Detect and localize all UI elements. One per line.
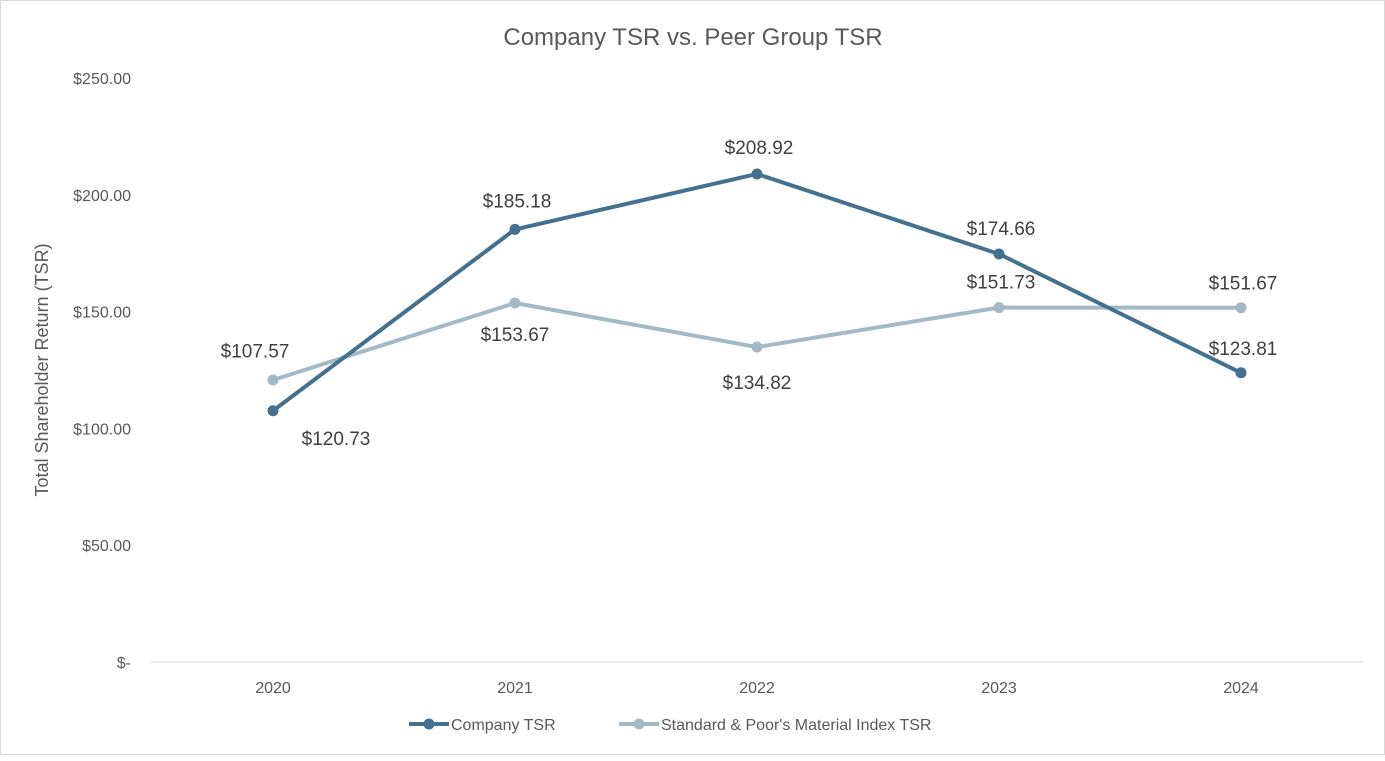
data-point (1235, 302, 1247, 314)
data-point (509, 297, 521, 309)
data-label: $153.67 (481, 325, 550, 346)
data-label: $174.66 (967, 219, 1036, 240)
data-label: $151.73 (967, 273, 1036, 294)
y-tick-label: $50.00 (82, 538, 131, 555)
y-tick-label: $100.00 (73, 421, 131, 438)
y-tick-label: $150.00 (73, 305, 131, 322)
data-label: $123.81 (1209, 339, 1278, 360)
series-line-1 (272, 301, 1242, 382)
legend-marker-icon (423, 718, 435, 730)
data-label: $120.73 (302, 429, 371, 450)
data-point (1235, 367, 1247, 379)
data-point (751, 168, 763, 180)
data-label: $208.92 (725, 138, 794, 159)
x-tick-label: 2024 (1223, 680, 1259, 697)
data-label: $151.67 (1209, 274, 1278, 295)
data-label: $185.18 (483, 191, 552, 212)
x-tick-label: 2023 (981, 680, 1017, 697)
y-tick-label: $200.00 (73, 188, 131, 205)
legend-label: Standard & Poor's Material Index TSR (661, 717, 931, 734)
legend-item-0: Company TSR (409, 717, 556, 734)
legend-item-1: Standard & Poor's Material Index TSR (619, 717, 931, 734)
x-tick-label: 2022 (739, 680, 775, 697)
y-tick-label: $- (117, 655, 131, 672)
data-point (751, 341, 763, 353)
data-label: $134.82 (723, 373, 792, 394)
data-point (267, 405, 279, 417)
data-point (267, 374, 279, 386)
x-tick-label: 2021 (497, 680, 533, 697)
data-point (993, 302, 1005, 314)
y-tick-label: $250.00 (73, 71, 131, 88)
chart-title: Company TSR vs. Peer Group TSR (503, 24, 882, 51)
data-point (509, 223, 521, 235)
legend-label: Company TSR (451, 717, 556, 734)
data-point (993, 248, 1005, 260)
y-axis-label: Total Shareholder Return (TSR) (32, 243, 52, 496)
data-label: $107.57 (221, 342, 290, 363)
x-tick-label: 2020 (255, 680, 291, 697)
legend-marker-icon (633, 718, 645, 730)
